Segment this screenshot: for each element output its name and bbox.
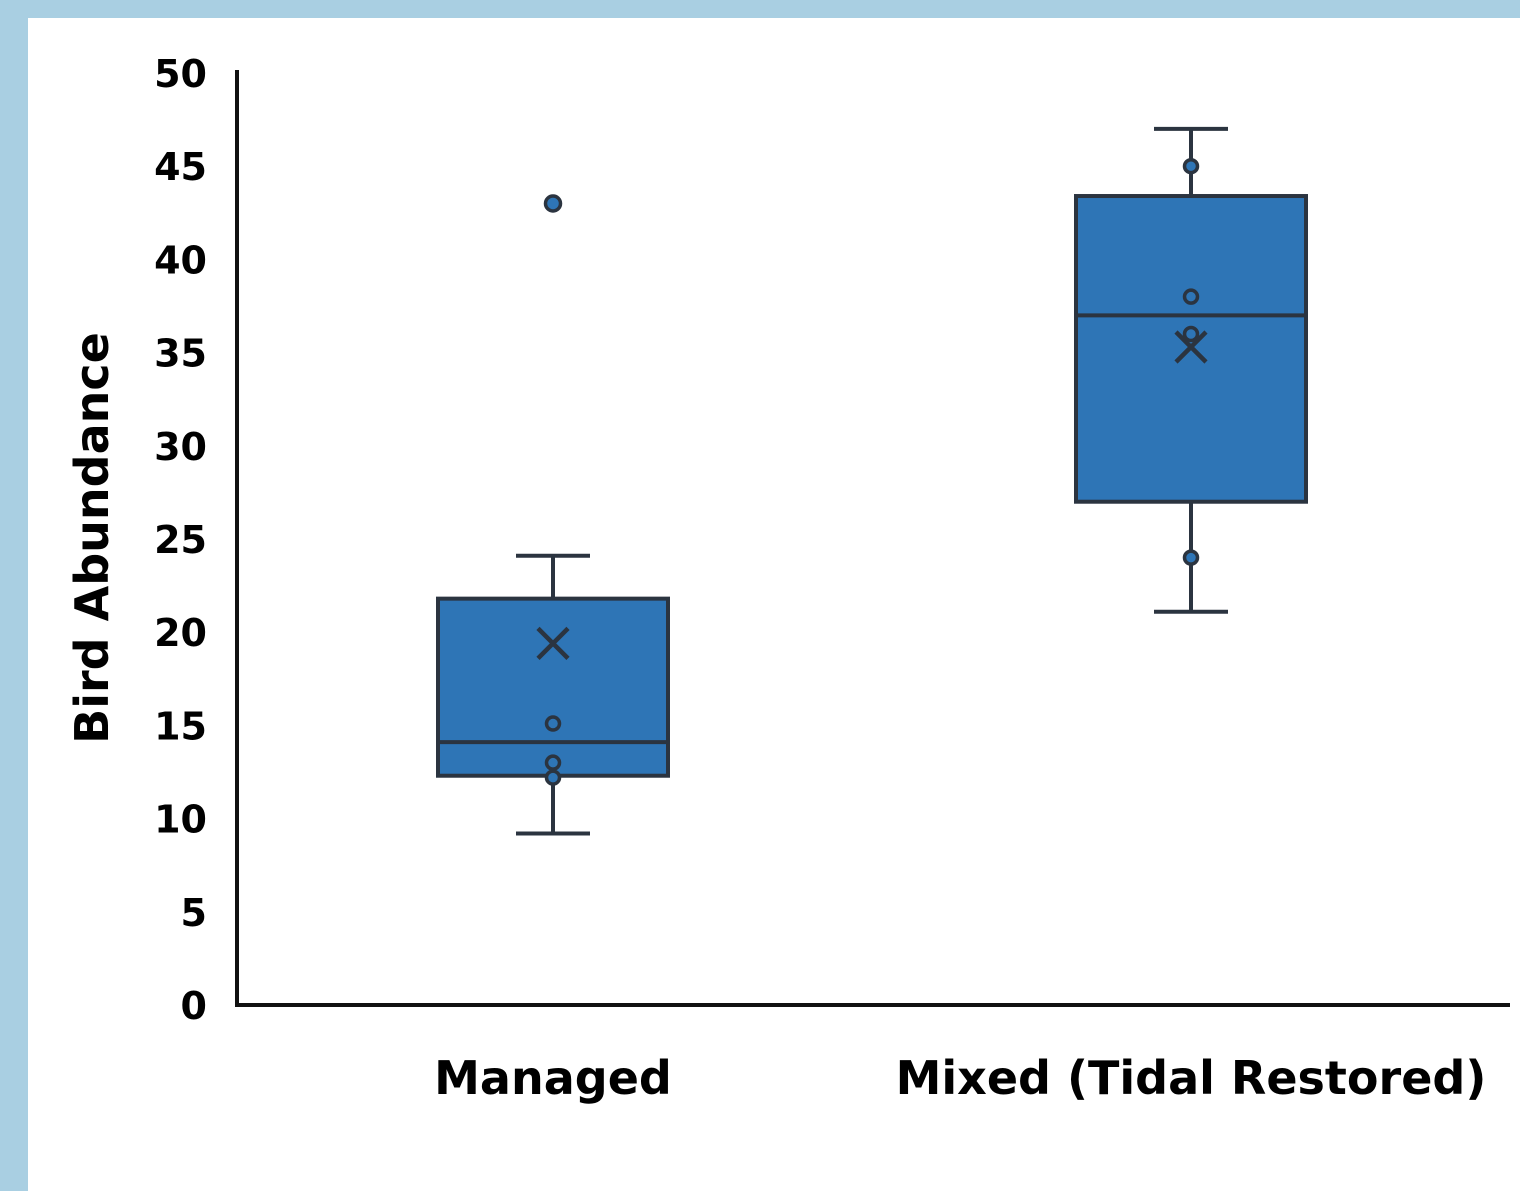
y-axis-title: Bird Abundance xyxy=(65,332,119,744)
outlier-point xyxy=(543,194,563,213)
y-tick-label: 10 xyxy=(154,798,207,842)
mean-marker xyxy=(1174,330,1208,364)
data-point xyxy=(1182,288,1200,305)
data-point xyxy=(544,769,562,786)
iqr-box xyxy=(436,596,670,778)
x-category-label: Mixed (Tidal Restored) xyxy=(896,1051,1487,1105)
y-tick-label: 15 xyxy=(154,704,207,748)
y-tick-label: 45 xyxy=(154,145,207,189)
data-point xyxy=(1182,157,1200,175)
x-axis-labels: Managed Mixed (Tidal Restored) xyxy=(434,1051,1486,1105)
y-tick-label: 25 xyxy=(154,518,207,562)
data-point xyxy=(1182,549,1200,566)
box-group xyxy=(436,194,670,836)
y-tick-label: 35 xyxy=(154,332,207,376)
x-category-label: Managed xyxy=(434,1051,672,1105)
y-tick-label: 30 xyxy=(154,425,207,469)
box-series xyxy=(436,126,1308,836)
data-point xyxy=(544,754,562,771)
y-tick-label: 5 xyxy=(181,891,207,935)
y-axis-ticks: 0 5 10 15 20 25 30 35 40 45 50 xyxy=(154,52,207,1028)
y-tick-label: 50 xyxy=(154,52,207,96)
box-group xyxy=(1074,126,1308,614)
data-point xyxy=(1182,325,1200,343)
y-tick-label: 40 xyxy=(154,238,207,282)
mean-marker xyxy=(536,626,570,660)
y-tick-label: 20 xyxy=(154,611,207,655)
y-tick-label: 0 xyxy=(181,984,207,1028)
data-point xyxy=(544,715,562,732)
